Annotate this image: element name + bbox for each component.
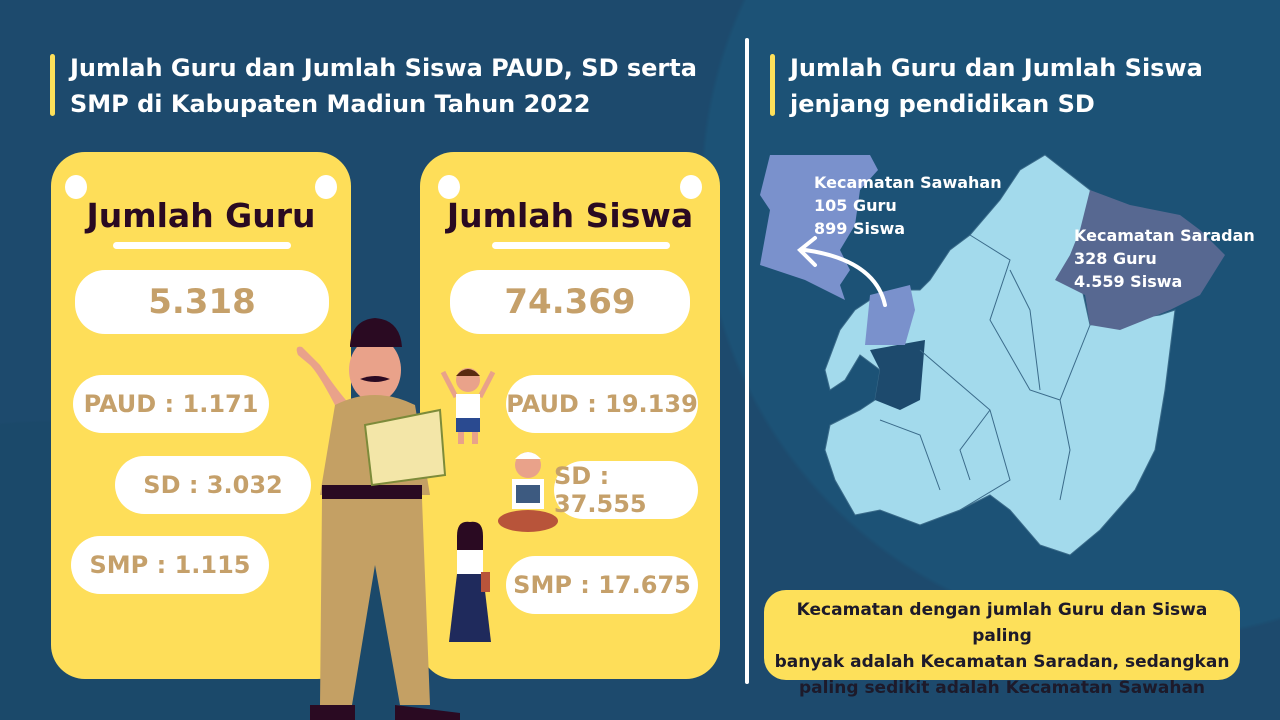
- note-line: Kecamatan dengan jumlah Guru dan Siswa p…: [796, 600, 1208, 646]
- sawahan-siswa: 899 Siswa: [814, 219, 906, 238]
- arrow-icon: [797, 236, 887, 307]
- siswa-card: Jumlah Siswa 74.369 PAUD : 19.139 SD : 3…: [420, 152, 720, 679]
- saradan-name: Kecamatan Saradan: [1074, 226, 1255, 245]
- siswa-paud: PAUD : 19.139: [506, 375, 698, 433]
- siswa-smp: SMP : 17.675: [506, 556, 698, 614]
- divider: [745, 38, 749, 684]
- guru-heading: Jumlah Guru: [86, 196, 316, 235]
- guru-card: Jumlah Guru 5.318 PAUD : 1.171 SD : 3.03…: [51, 152, 351, 679]
- sawahan-name: Kecamatan Sawahan: [814, 173, 1002, 192]
- note-line: banyak adalah Kecamatan Saradan, sedangk…: [774, 652, 1230, 672]
- sawahan-region: [760, 155, 915, 345]
- hole: [680, 175, 702, 199]
- right-title: Jumlah Guru dan Jumlah Siswa jenjang pen…: [770, 50, 1203, 122]
- student-boy-icon: [440, 368, 496, 444]
- conclusion-note: Kecamatan dengan jumlah Guru dan Siswa p…: [764, 590, 1240, 698]
- siswa-total: 74.369: [450, 270, 690, 334]
- student-reading-icon: [498, 452, 558, 532]
- map-borders: [879, 234, 1091, 511]
- hole: [65, 175, 87, 199]
- saradan-guru: 328 Guru: [1074, 249, 1157, 268]
- sawahan-label: Kecamatan Sawahan 105 Guru 899 Siswa: [814, 171, 1002, 240]
- title-line: Jumlah Guru dan Jumlah Siswa: [790, 54, 1203, 82]
- hole: [315, 175, 337, 199]
- saradan-region: [1055, 190, 1225, 330]
- hole: [438, 175, 460, 199]
- saradan-siswa: 4.559 Siswa: [1074, 272, 1183, 291]
- map-inner-gap: [870, 340, 925, 410]
- left-title: Jumlah Guru dan Jumlah Siswa PAUD, SD se…: [50, 50, 697, 122]
- sawahan-guru: 105 Guru: [814, 196, 897, 215]
- teacher-illustration: [296, 318, 460, 720]
- note-line: paling sedikit adalah Kecamatan Sawahan: [798, 678, 1206, 698]
- guru-sd: SD : 3.032: [115, 456, 311, 514]
- underline: [492, 242, 670, 249]
- student-girl-icon: [449, 521, 491, 642]
- siswa-heading: Jumlah Siswa: [446, 196, 694, 235]
- underline: [113, 242, 291, 249]
- guru-paud: PAUD : 1.171: [73, 375, 269, 433]
- saradan-label: Kecamatan Saradan 328 Guru 4.559 Siswa: [1074, 224, 1255, 293]
- siswa-sd: SD : 37.555: [554, 461, 698, 519]
- title-line: SMP di Kabupaten Madiun Tahun 2022: [70, 90, 591, 118]
- guru-smp: SMP : 1.115: [71, 536, 269, 594]
- guru-total: 5.318: [75, 270, 329, 334]
- title-line: Jumlah Guru dan Jumlah Siswa PAUD, SD se…: [70, 54, 697, 82]
- madiun-map: [760, 154, 1225, 556]
- title-line: jenjang pendidikan SD: [790, 90, 1095, 118]
